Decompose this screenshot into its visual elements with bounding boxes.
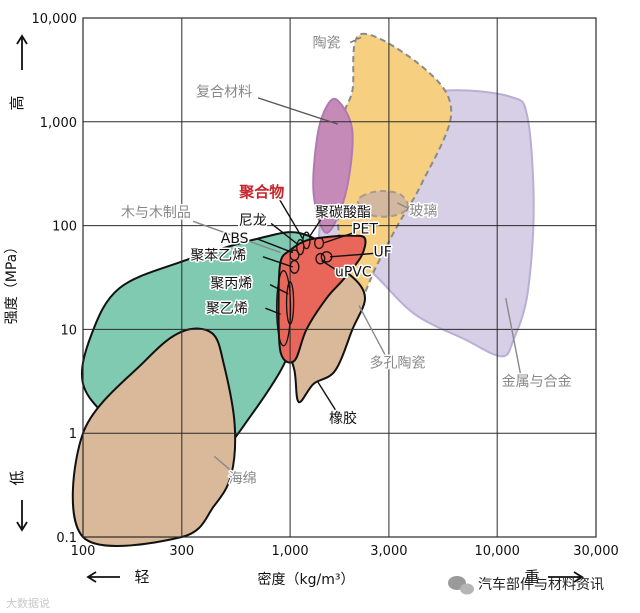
x-tick-label: 30,000	[573, 544, 619, 559]
region-label: 玻璃	[409, 202, 437, 219]
watermark-text: 汽车部件与材料资讯	[478, 576, 604, 593]
x-tick-label: 1,000	[271, 544, 308, 559]
leader-line	[309, 215, 325, 237]
leader-line	[505, 298, 522, 376]
wechat-icon	[448, 576, 474, 595]
region-label-halo: 木与木制品	[121, 205, 191, 221]
polymer-oval-item	[289, 259, 300, 274]
x-low-label: 轻	[134, 568, 149, 586]
leader-line	[270, 222, 300, 246]
leader-line	[269, 283, 289, 295]
leader-line	[321, 260, 344, 275]
region-label-halo: 多孔陶瓷	[369, 354, 425, 371]
polymer-oval-upvc	[315, 252, 326, 265]
leader-line	[358, 305, 387, 357]
region-label: 多孔陶瓷	[369, 354, 425, 371]
plot-frame	[82, 17, 597, 538]
region-label: 聚乙烯	[206, 301, 248, 317]
y-high-label: 高	[8, 95, 26, 110]
region-label: uPVC	[335, 265, 372, 281]
leader-line	[323, 231, 355, 244]
y-low-label: 低	[8, 470, 26, 485]
region-label: UF	[374, 245, 392, 261]
leader-line	[257, 97, 339, 125]
leader-lines-layer	[192, 36, 522, 473]
region-label: PET	[352, 221, 378, 237]
corner-watermark-text: 大数据说	[6, 596, 50, 610]
region-label: 聚合物	[238, 183, 284, 201]
region-label: 海绵	[229, 470, 257, 487]
x-axis-title: 密度（kg/m³）	[258, 571, 355, 588]
y-up-arrow	[16, 34, 28, 70]
region-label-halo: 复合材料	[196, 84, 252, 101]
y-axis-title: 强度（MPa）	[4, 240, 20, 324]
region-label-halo: uPVC	[335, 265, 372, 281]
leader-line	[316, 380, 338, 413]
polymer-oval-item	[275, 270, 292, 347]
x-tick-label: 10,000	[474, 544, 520, 559]
region-label: 聚苯乙烯	[190, 247, 246, 264]
axes-layer: 100 300 1,000 3,000 10,000 30,000 0.1 1 10 100 1,0…	[32, 12, 619, 559]
region-label: 陶瓷	[313, 36, 341, 52]
x-high-label: 重	[524, 568, 539, 586]
polymer-oval-item	[285, 281, 295, 325]
leader-line	[262, 256, 293, 268]
region-8	[277, 234, 367, 364]
region-label: 聚丙烯	[210, 276, 252, 292]
region-label-halo: 聚苯乙烯	[190, 247, 246, 264]
region-label: 聚碳酸酯	[315, 205, 371, 221]
region-3	[312, 97, 354, 234]
region-label: 金属与合金	[502, 374, 572, 390]
leader-line	[213, 455, 234, 473]
polymer-oval-pet	[314, 236, 325, 250]
regions-layer	[71, 32, 535, 547]
leader-line	[265, 307, 281, 315]
region-label-halo: 海绵	[229, 470, 257, 487]
x-tick-label: 300	[169, 544, 194, 559]
x-tick-label: 3,000	[370, 544, 407, 559]
region-label-halo: UF	[374, 245, 392, 261]
y-tick-label: 1	[69, 427, 77, 442]
region-label-halo: 橡胶	[329, 410, 357, 427]
grid-layer	[82, 17, 597, 538]
leader-line	[397, 202, 413, 212]
region-label-halo: 玻璃	[409, 202, 437, 219]
region-label-halo: 聚丙烯	[210, 276, 252, 292]
leader-line	[277, 197, 304, 239]
y-down-arrow	[16, 500, 28, 532]
region-label-halo: PET	[352, 221, 378, 237]
y-tick-label: 0.1	[56, 531, 77, 546]
region-label-halo: 陶瓷	[313, 36, 341, 52]
region-label-halo: 聚合物	[238, 183, 284, 201]
region-label: 木与木制品	[121, 205, 191, 221]
region-4	[356, 190, 409, 218]
leader-line	[349, 36, 362, 44]
x-tick-label: 100	[71, 544, 96, 559]
region-label-halo: 聚碳酸酯	[315, 205, 371, 221]
leader-line	[192, 220, 281, 254]
y-tick-label: 100	[52, 220, 77, 235]
y-tick-label: 10,000	[32, 12, 78, 27]
region-label: 尼龙	[239, 213, 267, 229]
polymer-subshapes-layer	[275, 231, 333, 347]
region-label: ABS	[221, 231, 249, 247]
region-label-halo: ABS	[221, 231, 249, 247]
polymer-oval-item	[302, 231, 311, 250]
region-label: 橡胶	[329, 410, 357, 427]
leader-line	[330, 252, 375, 258]
region-label-halo: 金属与合金	[502, 374, 572, 390]
x-right-arrow	[548, 571, 584, 583]
y-tick-label: 1,000	[40, 116, 77, 131]
leader-line	[257, 238, 294, 254]
x-left-arrow	[86, 571, 120, 583]
region-6	[71, 327, 237, 547]
region-label-halo: 尼龙	[239, 213, 267, 229]
region-label-halo: 聚乙烯	[206, 301, 248, 317]
region-label: 复合材料	[196, 84, 252, 101]
y-tick-label: 10	[60, 323, 77, 338]
